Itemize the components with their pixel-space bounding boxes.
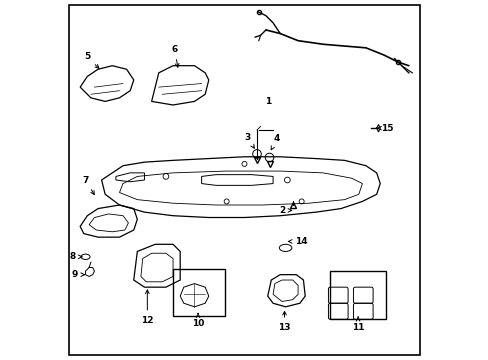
Text: 11: 11 [351,317,364,332]
Text: 12: 12 [141,290,153,324]
Text: 4: 4 [271,134,279,150]
Text: 3: 3 [244,132,254,148]
Text: 5: 5 [84,52,99,68]
Text: 13: 13 [278,311,290,332]
Text: 6: 6 [171,45,179,67]
Text: 7: 7 [82,176,94,194]
Text: 10: 10 [191,314,204,328]
Text: 14: 14 [288,237,307,246]
Text: 15: 15 [377,124,393,133]
Text: 1: 1 [264,97,270,106]
Text: 8: 8 [69,252,82,261]
Text: 2: 2 [278,206,291,215]
Text: 9: 9 [71,270,84,279]
